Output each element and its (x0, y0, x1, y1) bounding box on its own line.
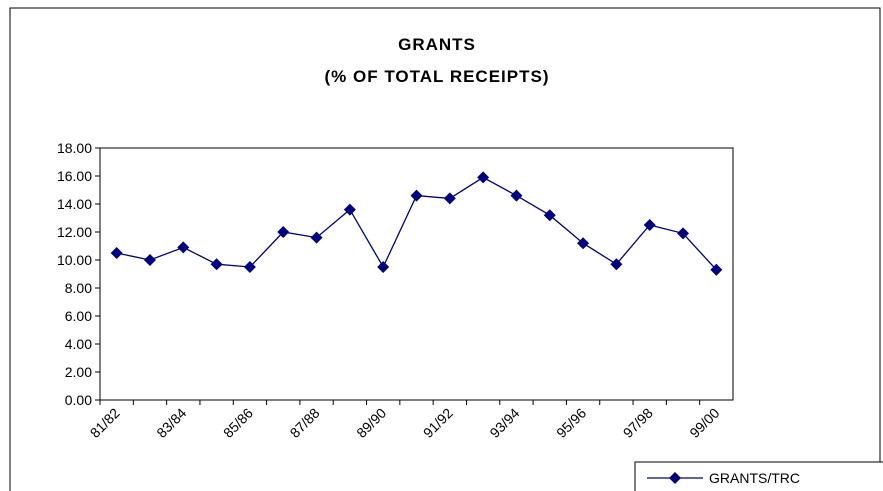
data-marker (143, 254, 156, 266)
y-tick-label: 10.00 (57, 252, 92, 268)
data-marker (577, 237, 590, 250)
data-marker (277, 226, 290, 238)
data-marker (477, 171, 490, 184)
data-marker (210, 258, 223, 271)
y-tick-label: 8.00 (65, 280, 92, 296)
y-tick-label: 6.00 (65, 308, 92, 324)
data-marker (310, 231, 323, 244)
legend-label: GRANTS/TRC (709, 470, 800, 486)
data-marker (243, 261, 256, 273)
data-marker (643, 219, 656, 231)
y-tick-label: 0.00 (65, 392, 92, 408)
data-marker (710, 263, 723, 276)
y-tick-label: 16.00 (57, 168, 92, 184)
y-tick-label: 14.00 (57, 196, 92, 212)
data-marker (110, 247, 123, 259)
data-marker (343, 203, 356, 216)
data-marker (377, 261, 390, 273)
legend-marker (669, 472, 681, 484)
chart-subtitle: (% OF TOTAL RECEIPTS) (324, 67, 549, 86)
chart-frame (9, 7, 881, 491)
y-tick-label: 2.00 (65, 364, 92, 380)
plot-area (99, 147, 734, 401)
data-marker (443, 192, 456, 205)
data-marker (177, 241, 190, 254)
y-tick-label: 18.00 (57, 140, 92, 156)
y-tick-label: 12.00 (57, 224, 92, 240)
data-marker (677, 227, 690, 240)
chart-title: GRANTS (398, 35, 476, 54)
data-marker (543, 209, 556, 222)
data-marker (510, 189, 523, 202)
y-tick-label: 4.00 (65, 336, 92, 352)
data-marker (610, 258, 623, 271)
data-marker (410, 189, 423, 202)
